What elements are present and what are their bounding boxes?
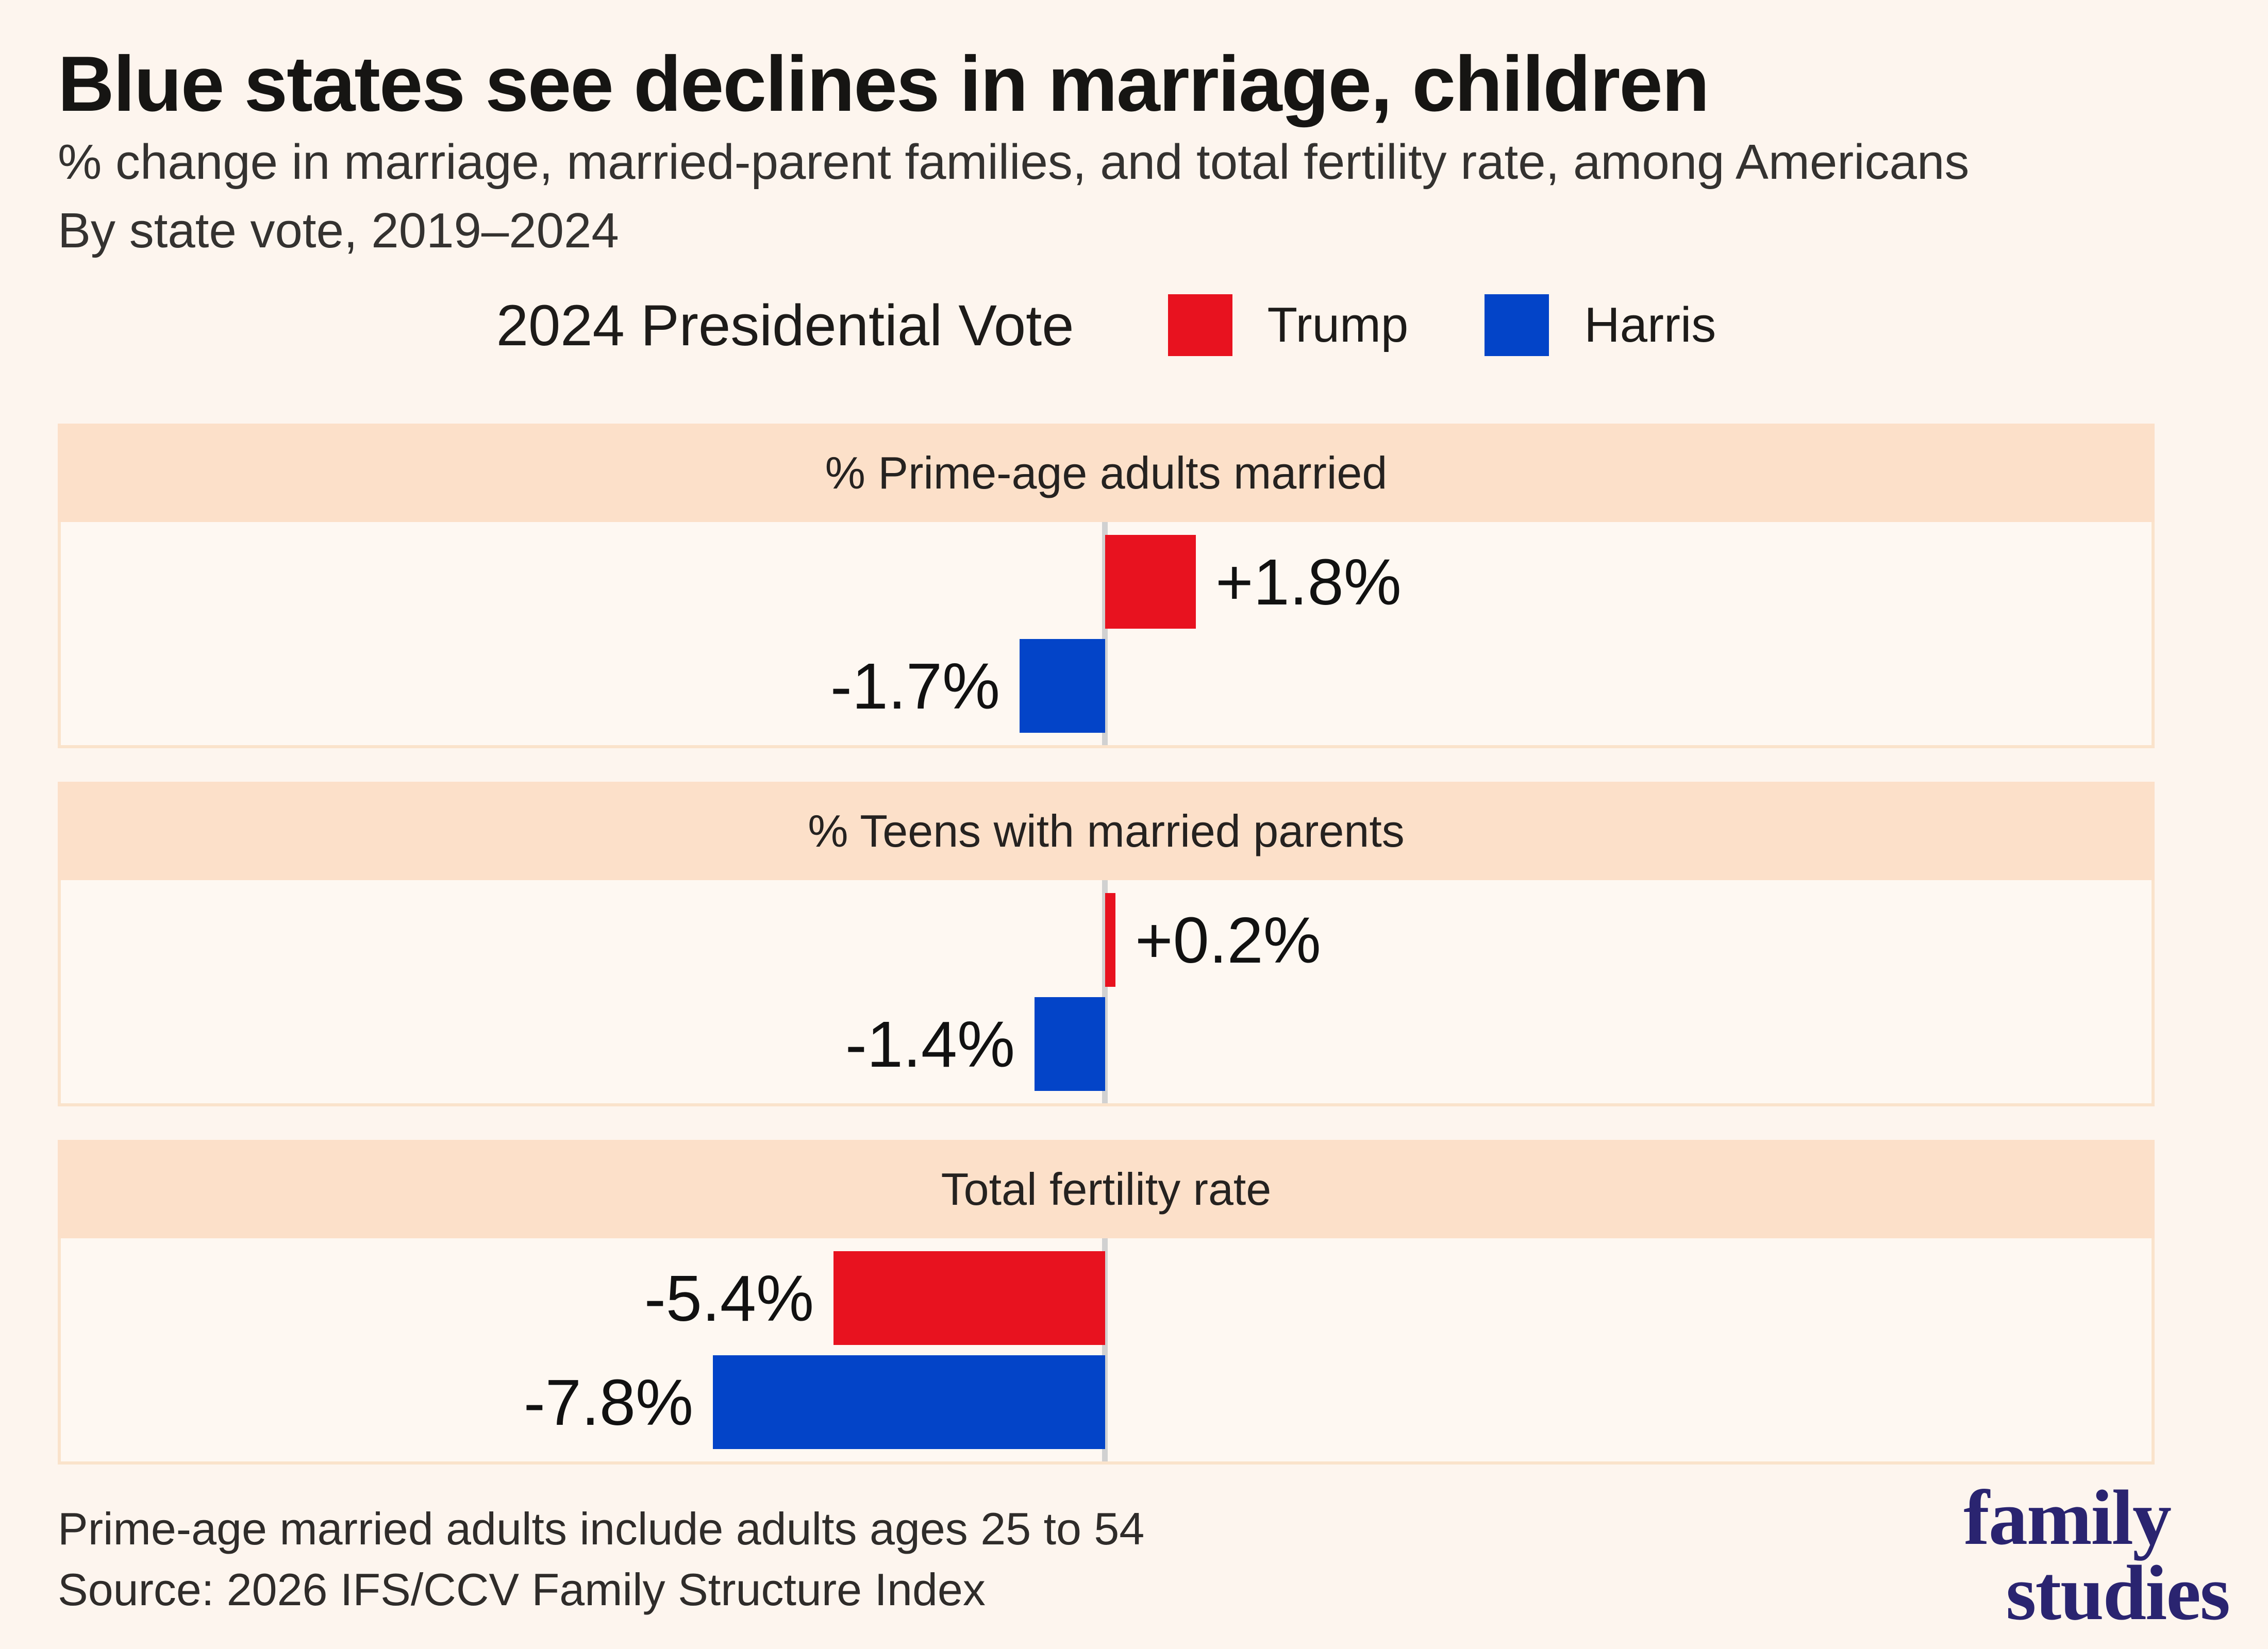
logo-word-family: family [1963, 1474, 2172, 1561]
footnote-note: Prime-age married adults include adults … [58, 1503, 1145, 1554]
panel-total-fertility-rate: Total fertility rate -5.4% -7.8% [58, 1140, 2155, 1465]
harris-bar [1035, 997, 1105, 1091]
footnote: Prime-age married adults include adults … [58, 1499, 1144, 1620]
trump-bar-label: -5.4% [644, 1261, 814, 1335]
trump-bar [1105, 893, 1115, 987]
trump-bar-label: +1.8% [1215, 545, 1402, 618]
trump-bar [1105, 535, 1196, 629]
logo-word-studies: studies [2006, 1550, 2230, 1636]
panel-plot-area: +0.2% -1.4% [58, 880, 2155, 1106]
panel-prime-age-married: % Prime-age adults married +1.8% -1.7% [58, 424, 2155, 748]
legend-label-harris: Harris [1584, 297, 1716, 352]
zero-axis-line [1102, 1238, 1108, 1461]
zero-axis-line [1102, 880, 1108, 1103]
legend-swatch-harris [1485, 294, 1549, 356]
trump-bar [833, 1251, 1105, 1345]
harris-bar-label: -7.8% [523, 1366, 693, 1439]
panel-header: % Prime-age adults married [58, 424, 2155, 522]
harris-bar [713, 1355, 1105, 1449]
subtitle-line-2: By state vote, 2019–2024 [58, 203, 619, 258]
legend: 2024 Presidential Vote Trump Harris [58, 290, 2155, 360]
zero-axis-line [1102, 522, 1108, 745]
legend-label-trump: Trump [1267, 297, 1409, 352]
legend-title: 2024 Presidential Vote [496, 293, 1074, 358]
panel-plot-area: -5.4% -7.8% [58, 1238, 2155, 1465]
harris-bar-label: -1.7% [830, 649, 1000, 722]
panel-plot-area: +1.8% -1.7% [58, 522, 2155, 748]
subtitle-line-1: % change in marriage, married-parent fam… [58, 134, 1970, 190]
trump-bar-label: +0.2% [1135, 903, 1321, 977]
panel-teens-married-parents: % Teens with married parents +0.2% -1.4% [58, 782, 2155, 1106]
harris-bar [1020, 639, 1105, 733]
footnote-source: Source: 2026 IFS/CCV Family Structure In… [58, 1564, 986, 1615]
panel-header: Total fertility rate [58, 1140, 2155, 1238]
panel-header: % Teens with married parents [58, 782, 2155, 880]
chart-subtitle: % change in marriage, married-parent fam… [58, 128, 1969, 265]
family-studies-logo: family studies [1963, 1474, 2230, 1636]
chart-title: Blue states see declines in marriage, ch… [58, 40, 1710, 128]
legend-swatch-trump [1168, 294, 1232, 356]
harris-bar-label: -1.4% [845, 1007, 1015, 1081]
